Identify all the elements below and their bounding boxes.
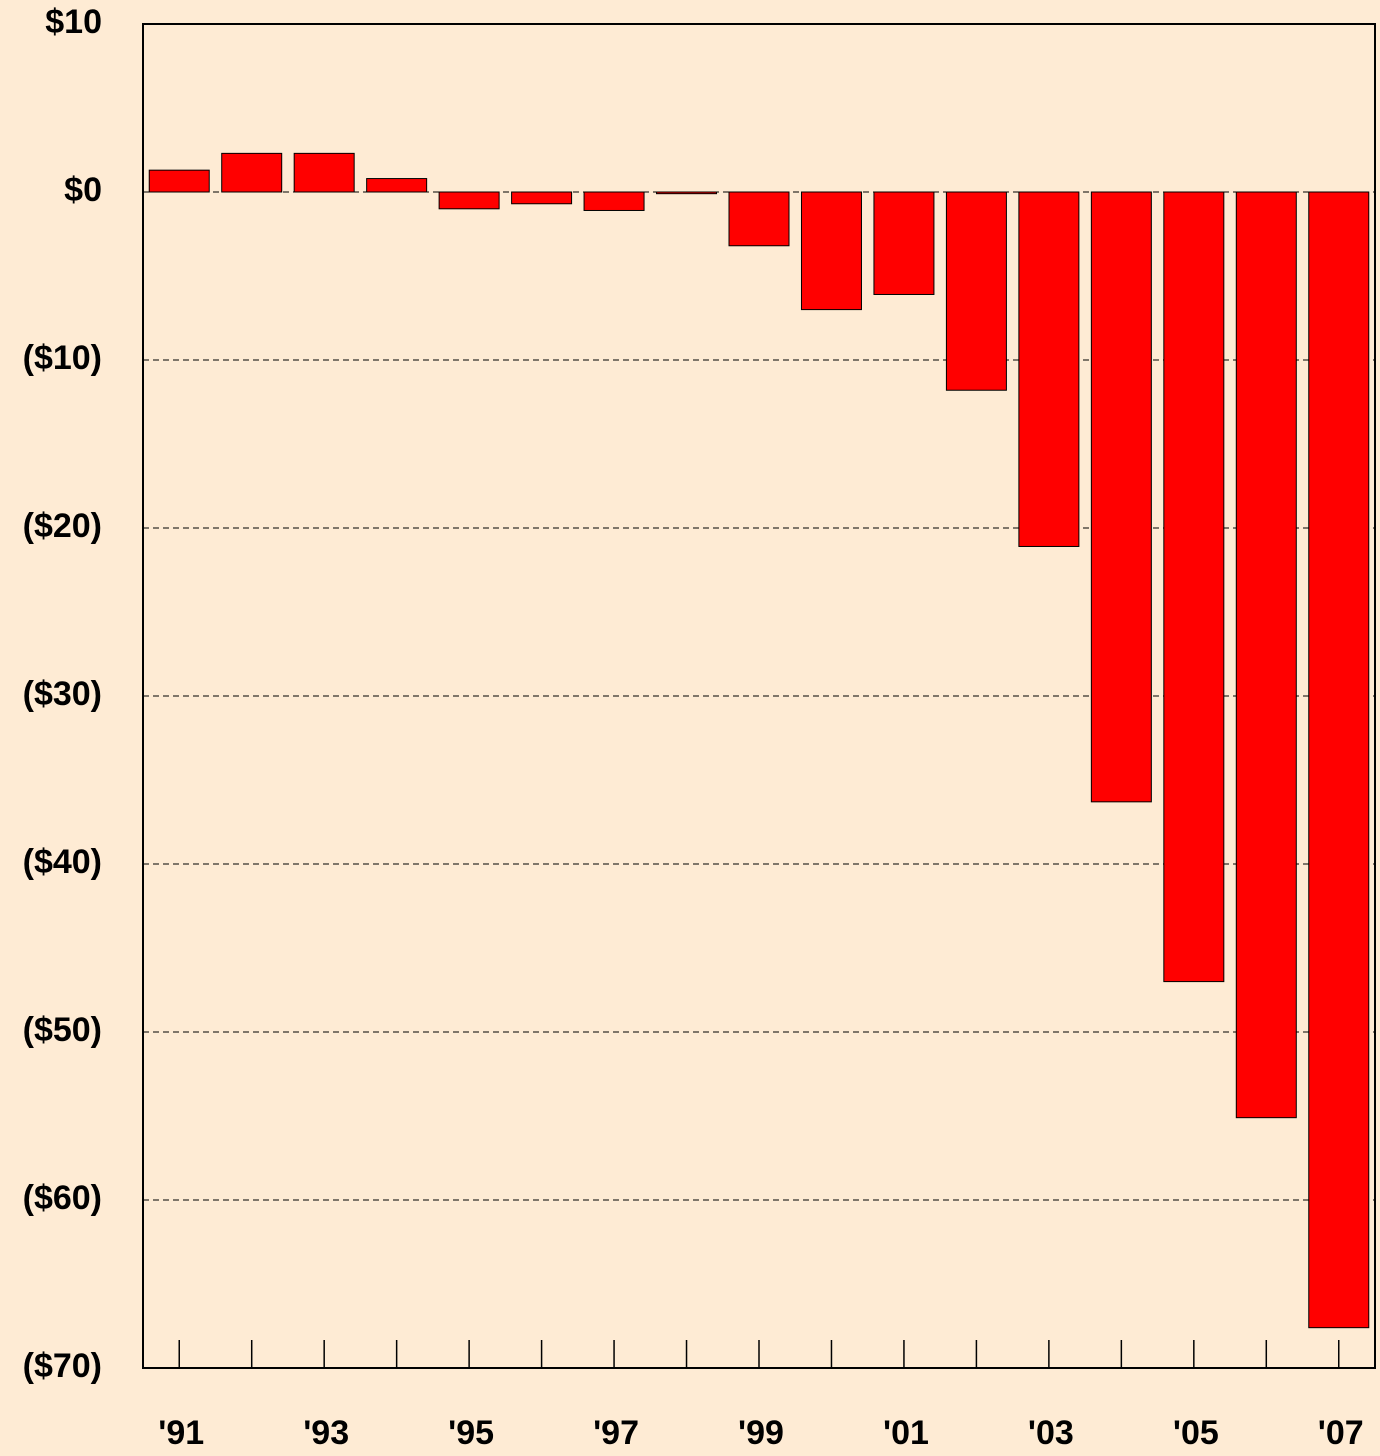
x-tick-label: '97 (593, 1414, 639, 1452)
y-tick-label: ($10) (23, 339, 102, 377)
y-tick-label: ($40) (23, 843, 102, 881)
bar (1163, 191, 1225, 983)
y-tick-label: ($50) (23, 1011, 102, 1049)
bar (583, 191, 645, 211)
x-tick-label: '91 (158, 1414, 204, 1452)
bar (945, 191, 1007, 391)
bar (511, 191, 573, 205)
bar (1090, 191, 1152, 803)
y-tick-label: ($30) (23, 675, 102, 713)
y-tick-label: ($60) (23, 1179, 102, 1217)
x-tick-label: '93 (303, 1414, 349, 1452)
x-tick-label: '01 (883, 1414, 929, 1452)
bar (1018, 191, 1080, 547)
bar (221, 152, 283, 193)
y-tick-label: $10 (45, 3, 102, 41)
x-tick-label: '05 (1173, 1414, 1219, 1452)
bar (656, 191, 718, 195)
plot-frame (142, 23, 1376, 1369)
bar (728, 191, 790, 247)
bar (366, 178, 428, 193)
bar (148, 169, 210, 193)
bar (1308, 191, 1370, 1329)
x-tick-label: '03 (1028, 1414, 1074, 1452)
bar (438, 191, 500, 210)
y-tick-label: $0 (64, 171, 102, 209)
y-tick-label: ($20) (23, 507, 102, 545)
bar (873, 191, 935, 295)
x-tick-label: '07 (1318, 1414, 1364, 1452)
bar (293, 152, 355, 193)
bar (1235, 191, 1297, 1119)
y-tick-label: ($70) (23, 1347, 102, 1385)
x-tick-label: '99 (738, 1414, 784, 1452)
bar (800, 191, 862, 311)
x-tick-label: '95 (448, 1414, 494, 1452)
